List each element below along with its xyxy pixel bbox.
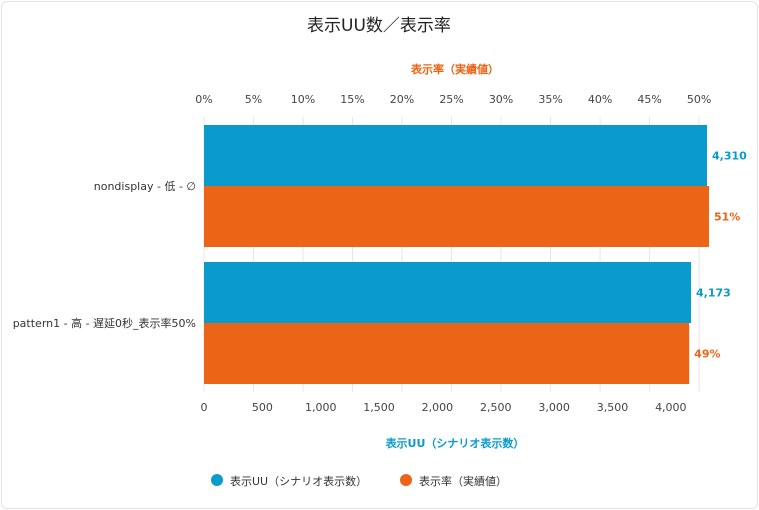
bottom-axis-title: 表示UU（シナリオ表示数） bbox=[385, 436, 525, 450]
top-axis-title: 表示率（実績値） bbox=[410, 62, 499, 76]
bottom-tick-label: 4,000 bbox=[655, 401, 687, 414]
top-tick-label: 15% bbox=[340, 93, 364, 106]
bottom-tick-label: 1,000 bbox=[305, 401, 337, 414]
bottom-tick-label: 1,500 bbox=[363, 401, 395, 414]
top-tick-label: 50% bbox=[687, 93, 711, 106]
legend-item-label[interactable]: 表示UU（シナリオ表示数） bbox=[230, 474, 367, 488]
bottom-tick-label: 500 bbox=[252, 401, 273, 414]
top-tick-label: 40% bbox=[588, 93, 612, 106]
top-tick-label: 5% bbox=[245, 93, 262, 106]
bar-display-uu[interactable] bbox=[204, 262, 692, 323]
category-label: nondisplay - 低 - ∅ bbox=[94, 180, 196, 193]
bars bbox=[204, 125, 709, 384]
category-labels: nondisplay - 低 - ∅ pattern1 - 高 - 遅延0秒_表示… bbox=[13, 180, 196, 330]
bottom-tick-label: 0 bbox=[201, 401, 208, 414]
bottom-axis-ticks: 0 500 1,000 1,500 2,000 2,500 3,000 3,500 4,000 bbox=[201, 401, 687, 414]
legend[interactable]: 表示UU（シナリオ表示数） 表示率（実績値） bbox=[211, 474, 507, 488]
top-tick-label: 25% bbox=[439, 93, 463, 106]
data-label-display-rate: 49% bbox=[694, 348, 720, 361]
data-label-display-uu: 4,310 bbox=[712, 150, 747, 163]
bottom-tick-label: 2,500 bbox=[480, 401, 512, 414]
data-labels: 4,310 51% 4,173 49% bbox=[694, 150, 747, 361]
data-label-display-uu: 4,173 bbox=[696, 287, 731, 300]
bottom-tick-label: 3,000 bbox=[538, 401, 570, 414]
top-tick-label: 20% bbox=[390, 93, 414, 106]
top-tick-label: 30% bbox=[489, 93, 513, 106]
legend-item-label[interactable]: 表示率（実績値） bbox=[419, 474, 507, 488]
top-axis-ticks: 0% 5% 10% 15% 20% 25% 30% 35% 40% 45% 50% bbox=[195, 93, 711, 106]
top-tick-label: 10% bbox=[291, 93, 315, 106]
top-tick-label: 0% bbox=[195, 93, 212, 106]
legend-marker bbox=[400, 474, 412, 486]
bar-display-rate[interactable] bbox=[204, 186, 709, 247]
bar-display-uu[interactable] bbox=[204, 125, 707, 186]
data-label-display-rate: 51% bbox=[714, 211, 740, 224]
bottom-tick-label: 3,500 bbox=[597, 401, 629, 414]
legend-marker bbox=[211, 474, 223, 486]
top-tick-label: 45% bbox=[637, 93, 661, 106]
bottom-tick-label: 2,000 bbox=[422, 401, 454, 414]
chart-title: 表示UU数／表示率 bbox=[307, 16, 451, 36]
top-tick-label: 35% bbox=[538, 93, 562, 106]
category-label: pattern1 - 高 - 遅延0秒_表示率50% bbox=[13, 316, 196, 330]
bar-display-rate[interactable] bbox=[204, 323, 690, 384]
